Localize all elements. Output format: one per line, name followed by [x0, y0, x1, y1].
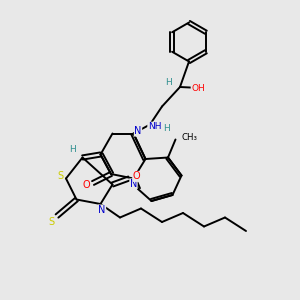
Text: CH₃: CH₃	[182, 133, 197, 142]
Text: S: S	[57, 171, 63, 181]
Text: H: H	[163, 124, 170, 133]
Text: H: H	[165, 78, 172, 87]
Text: H: H	[69, 146, 76, 154]
Text: S: S	[48, 217, 54, 227]
Text: OH: OH	[191, 84, 205, 93]
Text: O: O	[133, 171, 140, 182]
Text: N: N	[130, 179, 137, 189]
Text: O: O	[82, 180, 90, 190]
Text: NH: NH	[148, 122, 161, 131]
Text: N: N	[98, 205, 106, 215]
Text: N: N	[134, 126, 142, 136]
